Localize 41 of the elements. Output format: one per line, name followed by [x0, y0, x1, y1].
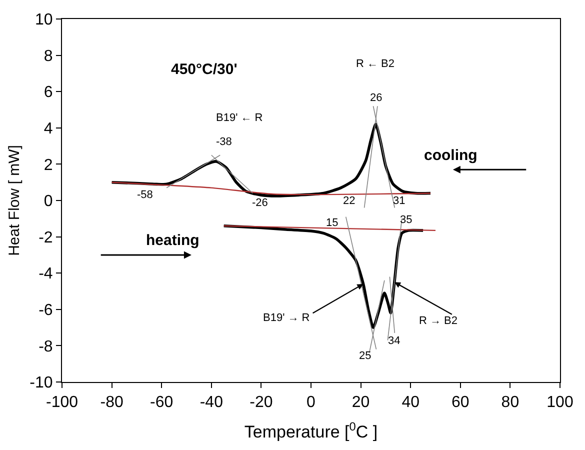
- x-axis-title: Temperature [$^{0}$C ]: [244, 419, 378, 442]
- x-tick-label: 100: [546, 394, 574, 412]
- annotation: -58: [137, 189, 153, 201]
- annotation: 34: [388, 335, 400, 347]
- x-tick-label: -60: [150, 394, 174, 412]
- y-tick-label: -2: [38, 229, 53, 246]
- x-tick-label: 0: [306, 394, 316, 412]
- x-tick-label: 40: [402, 394, 420, 412]
- annotation: -26: [252, 197, 268, 209]
- y-tick-label: -6: [38, 302, 53, 319]
- annotation: R → B2: [419, 315, 458, 327]
- x-tick-label: -100: [46, 394, 78, 412]
- y-tick-label: 0: [44, 193, 53, 210]
- x-tick-label: -80: [100, 394, 124, 412]
- y-tick-label: 2: [44, 156, 53, 174]
- annotation: 15: [326, 217, 338, 229]
- y-tick-label: -8: [38, 338, 53, 356]
- x-tick-label: -20: [250, 394, 273, 412]
- annotation: 31: [393, 195, 406, 207]
- annotation: 22: [343, 195, 356, 207]
- x-tick-label: -40: [200, 394, 224, 412]
- annotation: B19' → R: [263, 312, 310, 324]
- y-axis-title: Heat Flow [ mW]: [6, 145, 23, 256]
- annotation: 35: [400, 214, 412, 226]
- y-tick-label: 8: [44, 48, 53, 65]
- y-tick-label: 10: [35, 12, 53, 29]
- annotation: 26: [370, 92, 382, 104]
- x-tick-label: 60: [452, 394, 470, 412]
- annotation: R ← B2: [356, 58, 395, 70]
- annotation: 25: [359, 350, 372, 362]
- x-tick-label: 80: [501, 394, 520, 412]
- annotation: 450°C/30': [171, 61, 238, 78]
- y-tick-label: -4: [38, 266, 53, 283]
- y-tick-label: 4: [44, 120, 53, 138]
- annotation: B19' ← R: [216, 112, 263, 124]
- annotation: cooling: [424, 147, 478, 164]
- x-tick-label: 20: [352, 394, 370, 412]
- annotation: heating: [146, 232, 200, 249]
- y-tick-label: -10: [30, 374, 53, 392]
- annotation: -38: [216, 136, 232, 148]
- y-tick-label: 6: [44, 84, 53, 102]
